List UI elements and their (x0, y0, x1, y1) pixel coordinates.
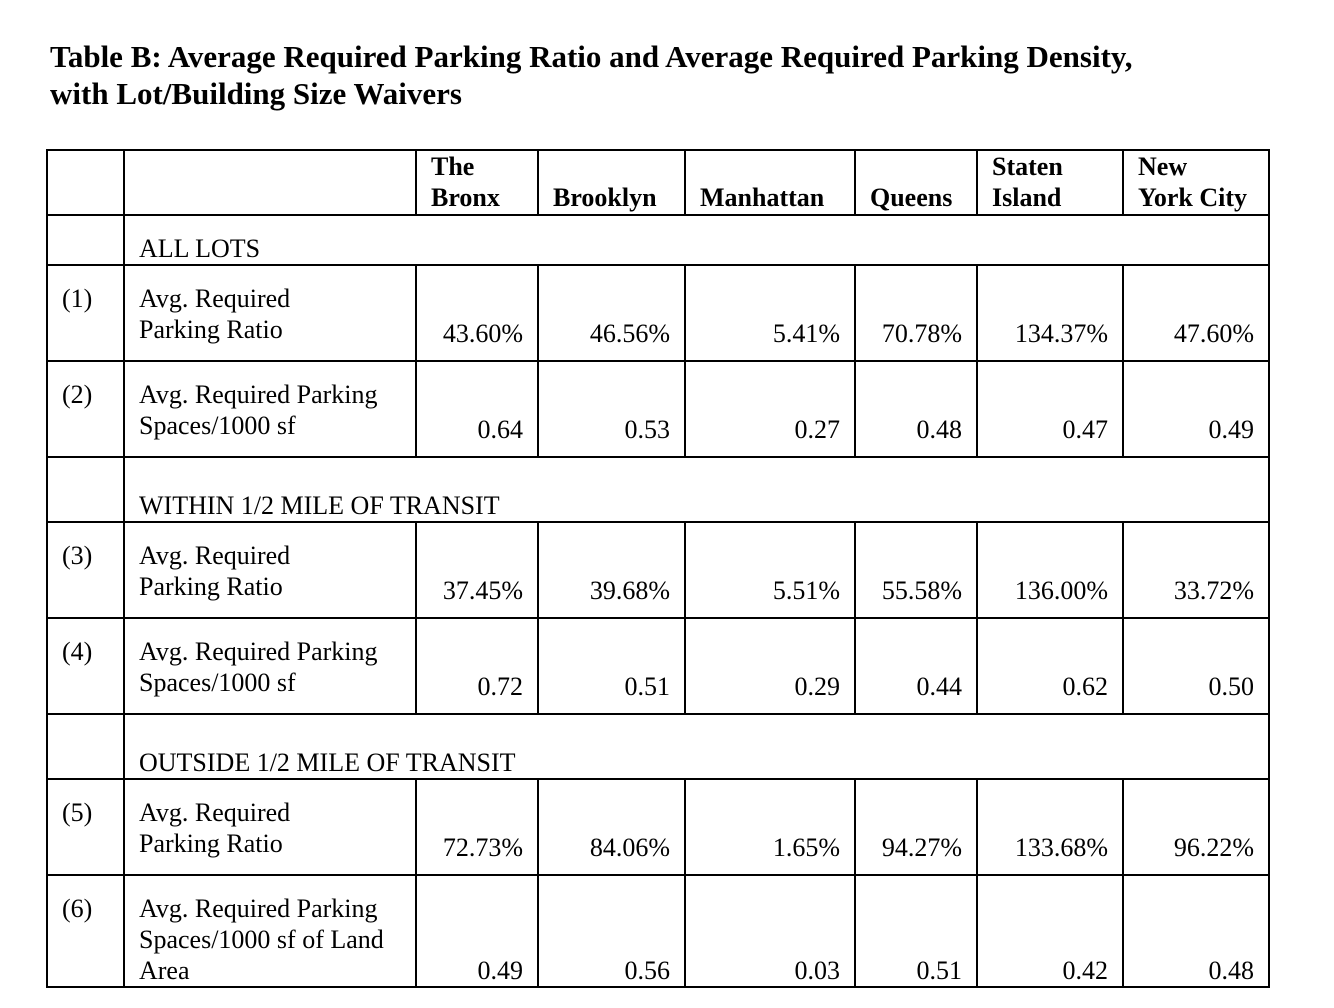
table-row: (2) Avg. Required Parking Spaces/1000 sf… (46, 360, 1270, 458)
row-label: Avg. Required Parking Ratio (123, 264, 417, 362)
cell-staten-island: 0.47 (976, 360, 1124, 458)
col-header-brooklyn: Brooklyn (537, 149, 686, 216)
cell-queens: 0.48 (854, 360, 978, 458)
row-label: Avg. Required Parking Ratio (123, 521, 417, 619)
col-header-staten-island: Staten Island (976, 149, 1124, 216)
cell-staten-island: 136.00% (976, 521, 1124, 619)
cell-queens: 70.78% (854, 264, 978, 362)
header-corner-label (123, 149, 417, 216)
cell-brooklyn: 0.51 (537, 617, 686, 715)
cell-nyc: 33.72% (1122, 521, 1270, 619)
section-num-cell (46, 214, 125, 266)
section-num-cell (46, 713, 125, 780)
header-row: The Bronx Brooklyn Manhattan Queens Stat… (46, 149, 1270, 216)
cell-manhattan: 1.65% (684, 778, 856, 876)
col-header-nyc: New York City (1122, 149, 1270, 216)
cell-manhattan: 0.29 (684, 617, 856, 715)
table-row: (6) Avg. Required Parking Spaces/1000 sf… (46, 874, 1270, 988)
col-header-queens: Queens (854, 149, 978, 216)
cell-manhattan: 0.27 (684, 360, 856, 458)
cell-queens: 0.51 (854, 874, 978, 988)
section-row: WITHIN 1/2 MILE OF TRANSIT (46, 456, 1270, 523)
row-label: Avg. Required Parking Spaces/1000 sf of … (123, 874, 417, 988)
cell-manhattan: 5.41% (684, 264, 856, 362)
row-number: (6) (46, 874, 125, 988)
cell-staten-island: 0.62 (976, 617, 1124, 715)
cell-brooklyn: 39.68% (537, 521, 686, 619)
cell-staten-island: 134.37% (976, 264, 1124, 362)
table-title-line1: Table B: Average Required Parking Ratio … (50, 39, 1133, 74)
col-header-manhattan: Manhattan (684, 149, 856, 216)
section-row: ALL LOTS (46, 214, 1270, 266)
table-row: (4) Avg. Required Parking Spaces/1000 sf… (46, 617, 1270, 715)
cell-nyc: 96.22% (1122, 778, 1270, 876)
cell-brooklyn: 84.06% (537, 778, 686, 876)
table-title: Table B: Average Required Parking Ratio … (50, 38, 1280, 112)
section-heading: ALL LOTS (123, 214, 1270, 266)
row-number: (2) (46, 360, 125, 458)
cell-nyc: 47.60% (1122, 264, 1270, 362)
row-number: (1) (46, 264, 125, 362)
cell-bronx: 37.45% (415, 521, 539, 619)
cell-bronx: 0.49 (415, 874, 539, 988)
row-label: Avg. Required Parking Spaces/1000 sf (123, 360, 417, 458)
section-heading: OUTSIDE 1/2 MILE OF TRANSIT (123, 713, 1270, 780)
section-row: OUTSIDE 1/2 MILE OF TRANSIT (46, 713, 1270, 780)
cell-brooklyn: 0.53 (537, 360, 686, 458)
cell-brooklyn: 46.56% (537, 264, 686, 362)
cell-nyc: 0.50 (1122, 617, 1270, 715)
section-num-cell (46, 456, 125, 523)
cell-staten-island: 133.68% (976, 778, 1124, 876)
row-number: (5) (46, 778, 125, 876)
table-row: (5) Avg. Required Parking Ratio 72.73% 8… (46, 778, 1270, 876)
cell-brooklyn: 0.56 (537, 874, 686, 988)
cell-staten-island: 0.42 (976, 874, 1124, 988)
parking-ratio-table: The Bronx Brooklyn Manhattan Queens Stat… (46, 149, 1270, 988)
cell-nyc: 0.49 (1122, 360, 1270, 458)
cell-bronx: 43.60% (415, 264, 539, 362)
cell-queens: 0.44 (854, 617, 978, 715)
cell-queens: 94.27% (854, 778, 978, 876)
cell-manhattan: 5.51% (684, 521, 856, 619)
cell-bronx: 0.64 (415, 360, 539, 458)
cell-bronx: 0.72 (415, 617, 539, 715)
header-corner-num (46, 149, 125, 216)
table-title-line2: with Lot/Building Size Waivers (50, 76, 462, 111)
row-label: Avg. Required Parking Spaces/1000 sf (123, 617, 417, 715)
section-heading: WITHIN 1/2 MILE OF TRANSIT (123, 456, 1270, 523)
row-label: Avg. Required Parking Ratio (123, 778, 417, 876)
table-row: (3) Avg. Required Parking Ratio 37.45% 3… (46, 521, 1270, 619)
cell-nyc: 0.48 (1122, 874, 1270, 988)
col-header-bronx: The Bronx (415, 149, 539, 216)
cell-bronx: 72.73% (415, 778, 539, 876)
table-row: (1) Avg. Required Parking Ratio 43.60% 4… (46, 264, 1270, 362)
row-number: (4) (46, 617, 125, 715)
row-number: (3) (46, 521, 125, 619)
cell-manhattan: 0.03 (684, 874, 856, 988)
cell-queens: 55.58% (854, 521, 978, 619)
